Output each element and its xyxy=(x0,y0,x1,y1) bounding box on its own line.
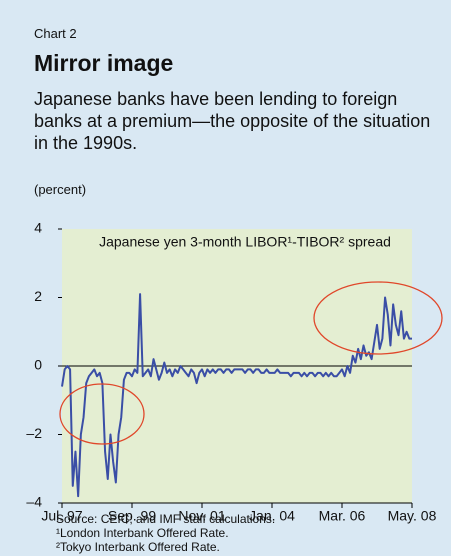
footnote: ¹London Interbank Offered Rate. xyxy=(56,526,229,540)
y-tick-label: 4 xyxy=(34,220,42,236)
highlight-ellipse xyxy=(59,383,145,445)
series-label: Japanese yen 3-month LIBOR¹-TIBOR² sprea… xyxy=(99,234,391,250)
source-note: Source: CEIC; and IMF staff calculations… xyxy=(56,512,276,526)
data-line xyxy=(61,293,412,498)
y-tick-label: 2 xyxy=(34,288,42,304)
chart-subtitle: Japanese banks have been lending to fore… xyxy=(34,89,431,153)
chart-title: Mirror image xyxy=(34,50,174,76)
highlight-ellipse xyxy=(313,281,443,355)
x-tick-label: Jan. 04 xyxy=(249,508,295,524)
x-tick-label: Sep. 99 xyxy=(108,508,156,524)
x-tick-label: Mar. 06 xyxy=(319,508,366,524)
footnote: ²Tokyo Interbank Offered Rate. xyxy=(56,540,220,554)
y-tick-label: –2 xyxy=(26,425,42,441)
x-tick-label: Jul. 97 xyxy=(41,508,82,524)
y-tick-label: 0 xyxy=(34,357,42,373)
y-axis-label: (percent) xyxy=(34,182,87,197)
x-tick-label: Nov. 01 xyxy=(178,508,225,524)
chart-label: Chart 2 xyxy=(34,26,77,41)
x-tick-label: May. 08 xyxy=(388,508,437,524)
y-tick-label: –4 xyxy=(26,494,42,510)
